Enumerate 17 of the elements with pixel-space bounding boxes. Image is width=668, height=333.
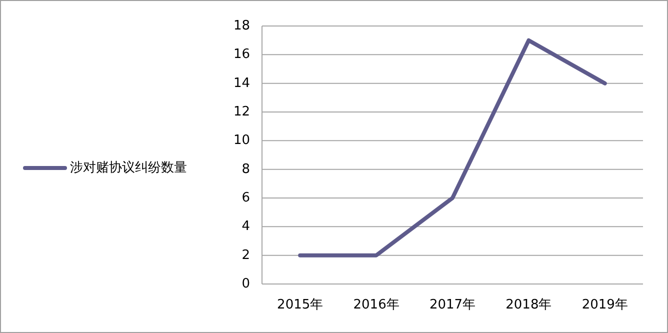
x-tick-label: 2015年 bbox=[277, 298, 324, 312]
y-tick-label: 0 bbox=[242, 276, 250, 292]
y-tick-label: 14 bbox=[233, 76, 250, 91]
legend-label: 涉对赌协议纠纷数量 bbox=[70, 160, 187, 176]
y-tick-label: 18 bbox=[233, 18, 250, 34]
y-tick-label: 6 bbox=[242, 190, 250, 206]
y-tick-label: 4 bbox=[242, 219, 250, 234]
y-tick-label: 12 bbox=[233, 104, 250, 120]
y-tick-label: 10 bbox=[233, 133, 250, 148]
x-tick-label: 2019年 bbox=[582, 298, 628, 312]
y-tick-label: 8 bbox=[242, 162, 250, 177]
x-tick-label: 2017年 bbox=[429, 298, 476, 312]
x-tick-label: 2016年 bbox=[353, 298, 400, 312]
y-tick-label: 16 bbox=[233, 47, 250, 62]
line-series bbox=[298, 38, 607, 258]
x-tick-label: 2018年 bbox=[506, 298, 552, 312]
y-tick-label: 2 bbox=[242, 248, 250, 263]
